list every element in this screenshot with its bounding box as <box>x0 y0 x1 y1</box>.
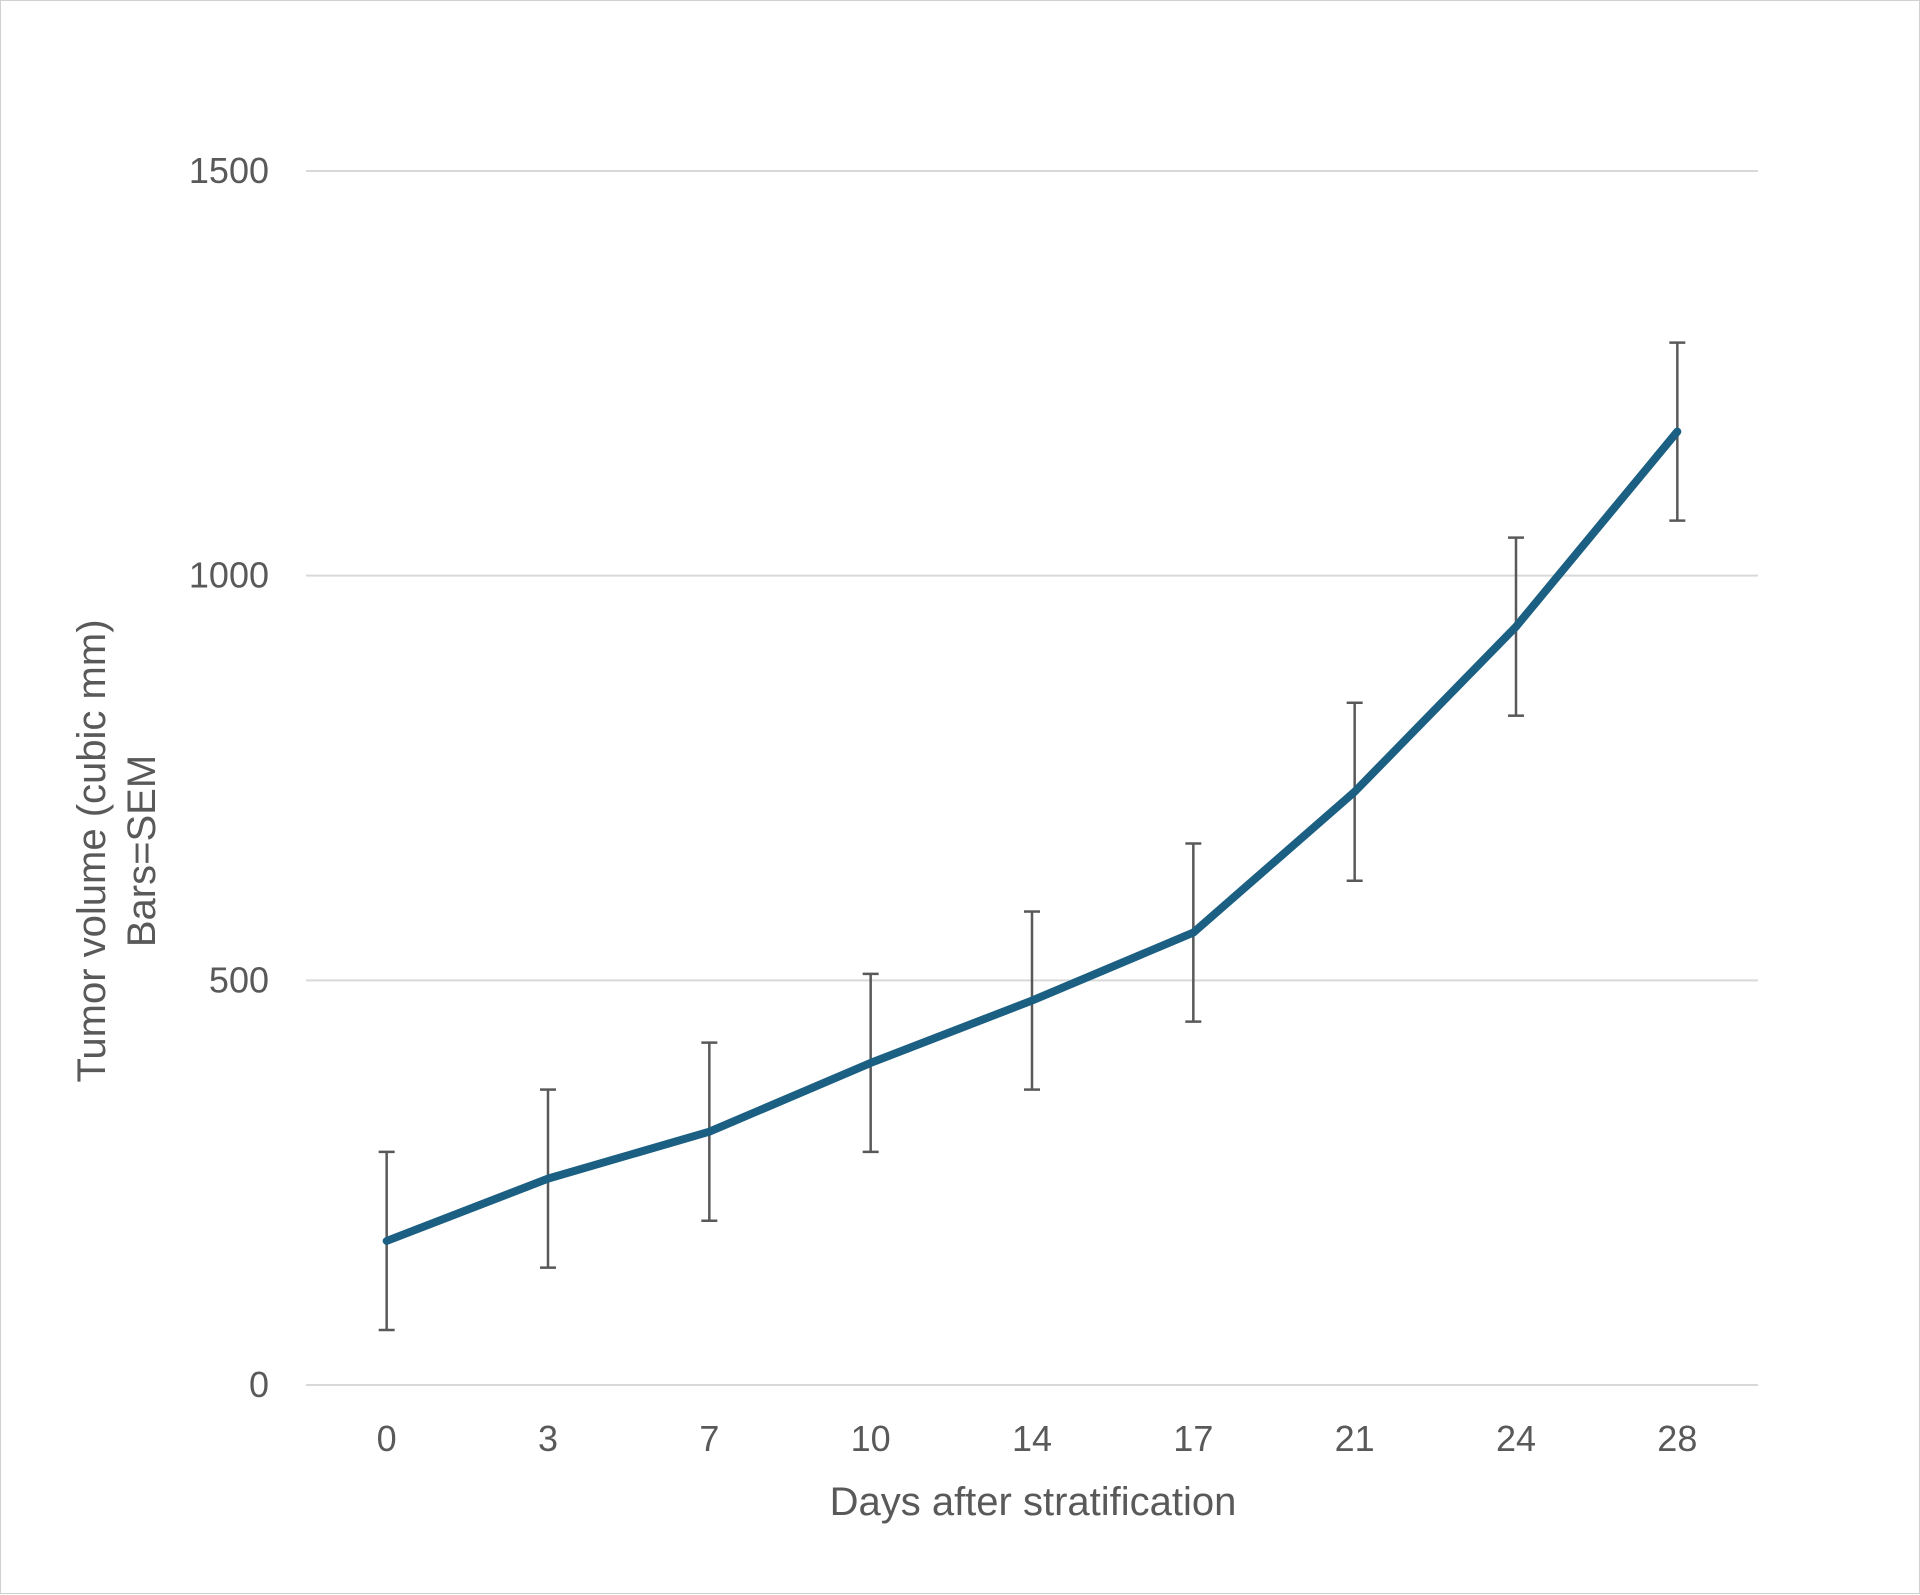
y-tick-label-1500: 1500 <box>189 150 269 191</box>
y-tick-label-500: 500 <box>209 959 269 1000</box>
x-tick-label-3: 3 <box>538 1418 558 1459</box>
gridlines <box>306 170 1758 1386</box>
x-tick-label-7: 7 <box>699 1418 719 1459</box>
error-bars <box>378 341 1686 1332</box>
x-tick-label-17: 17 <box>1173 1418 1213 1459</box>
x-tick-label-24: 24 <box>1496 1418 1536 1459</box>
series-lines <box>382 427 1682 1245</box>
y-tick-label-0: 0 <box>249 1364 269 1405</box>
x-tick-label-28: 28 <box>1657 1418 1697 1459</box>
y-axis-title-line-2: Bars=SEM <box>120 755 164 947</box>
x-tick-label-0: 0 <box>377 1418 397 1459</box>
x-axis-title: Days after stratification <box>830 1480 1237 1524</box>
y-tick-label-1000: 1000 <box>189 555 269 596</box>
y-tick-labels: 0 500 1000 1500 <box>189 150 269 1405</box>
series-line-0 <box>382 427 1682 1245</box>
x-tick-labels: 0 3 7 10 14 17 21 24 28 <box>377 1418 1698 1459</box>
x-tick-label-10: 10 <box>851 1418 891 1459</box>
y-axis-title-line-1: Tumor volume (cubic mm) <box>70 619 114 1082</box>
x-tick-label-14: 14 <box>1012 1418 1052 1459</box>
x-tick-label-21: 21 <box>1335 1418 1375 1459</box>
y-axis-title: Tumor volume (cubic mm) Bars=SEM <box>70 619 164 1082</box>
